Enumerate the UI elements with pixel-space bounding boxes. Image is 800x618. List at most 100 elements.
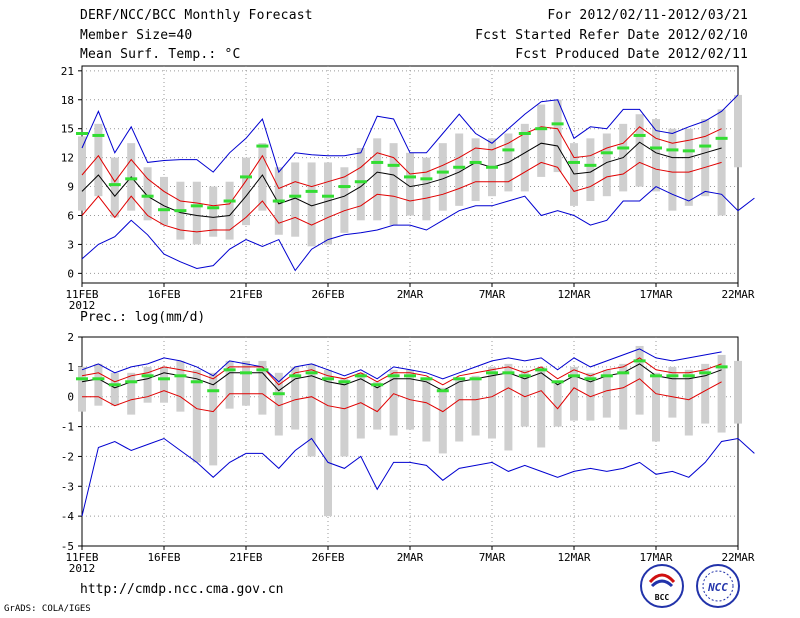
ensemble-min-line — [81, 437, 755, 517]
bcc-logo: BCC — [640, 564, 684, 608]
ensemble-box — [701, 363, 710, 424]
ensemble-box — [209, 186, 218, 237]
ensemble-box — [307, 162, 316, 247]
x-tick-label: 22MAR — [721, 288, 754, 301]
ncc-logo: NCC — [696, 564, 740, 608]
x-tick-label: 7MAR — [479, 288, 506, 301]
ensemble-box — [389, 143, 398, 226]
x-tick-label: 2MAR — [397, 288, 424, 301]
ensemble-box — [291, 366, 300, 430]
ensemble-box — [602, 369, 611, 418]
x-tick-label: 2MAR — [397, 551, 424, 564]
ensemble-max-line — [81, 94, 739, 174]
y-tick-label: 12 — [61, 152, 74, 165]
y-tick-label: 2 — [67, 331, 74, 344]
upper-spread-line — [81, 126, 722, 207]
ensemble-box — [520, 369, 529, 427]
ensemble-box — [94, 123, 103, 197]
logos: BCC NCC — [640, 564, 740, 608]
ensemble-box — [635, 345, 644, 415]
bcc-logo-text: BCC — [655, 593, 670, 602]
lower-spread-line — [82, 378, 722, 413]
y-tick-label: 9 — [67, 181, 74, 194]
precip-panel-title: Prec.: log(mm/d) — [80, 310, 205, 325]
ensemble-box — [652, 372, 660, 442]
x-tick-label: 21FEB — [229, 551, 262, 564]
ensemble-box — [488, 366, 496, 439]
ensemble-box — [520, 123, 529, 192]
ensemble-box — [160, 176, 168, 226]
ensemble-box — [258, 143, 267, 211]
ensemble-box — [242, 157, 250, 226]
y-tick-label: 15 — [61, 123, 74, 136]
ensemble-box — [340, 167, 349, 233]
forecast-period-label: For 2012/02/11-2012/03/21 — [547, 8, 748, 23]
ensemble-box — [192, 181, 201, 245]
y-tick-label: 1 — [67, 361, 74, 374]
ensemble-box — [619, 363, 628, 430]
y-tick-label: -2 — [61, 450, 74, 463]
ensemble-box — [570, 366, 578, 421]
x-tick-label: 11FEB — [65, 551, 98, 564]
ensemble-box — [471, 138, 480, 202]
ensemble-box — [373, 381, 382, 430]
ensemble-box — [324, 369, 332, 517]
ensemble-box — [225, 181, 234, 240]
ensemble-box — [717, 354, 726, 433]
chart-panel-2: 11FEB 16FEB 21FEB 26FEB 2MAR 7MAR 12MAR 17MAR 22… — [61, 310, 755, 575]
year-label: 2012 — [69, 299, 96, 312]
y-tick-label: -3 — [61, 480, 74, 493]
y-tick-label: -5 — [61, 540, 74, 553]
ensemble-box — [422, 157, 431, 221]
ensemble-box — [110, 372, 119, 406]
ensemble-box — [176, 360, 185, 412]
ensemble-box — [373, 138, 382, 221]
grads-credit: GrADS: COLA/IGES — [4, 604, 91, 614]
ensemble-box — [340, 378, 349, 457]
ensemble-box — [406, 152, 414, 216]
x-tick-label: 16FEB — [147, 551, 180, 564]
lower-spread-line — [81, 161, 722, 233]
ensemble-box — [438, 387, 447, 454]
y-tick-label: 3 — [67, 238, 74, 251]
ensemble-box — [225, 360, 234, 409]
ensemble-max-line — [81, 348, 722, 383]
chart-panel-1: 11FEB 16FEB 21FEB 26FEB 2MAR 7MAR 12MAR 17MAR 22… — [61, 65, 755, 312]
ensemble-box — [209, 372, 218, 466]
ensemble-box — [110, 157, 119, 218]
ensemble-box — [684, 128, 693, 206]
y-tick-label: 0 — [67, 391, 74, 404]
ensemble-box — [553, 381, 562, 427]
ensemble-box — [602, 133, 611, 197]
ensemble-box — [356, 372, 365, 439]
y-tick-label: 18 — [61, 94, 74, 107]
ensemble-box — [668, 128, 677, 211]
start-date-label: Fcst Started Refer Date 2012/02/10 — [475, 28, 748, 43]
ncc-logo-text: NCC — [707, 581, 728, 594]
ensemble-min-line — [81, 186, 755, 272]
source-url[interactable]: http://cmdp.ncc.cma.gov.cn — [80, 582, 284, 597]
x-tick-label: 11FEB — [65, 288, 98, 301]
ensemble-box — [143, 167, 152, 221]
upper-spread-line — [81, 357, 722, 386]
ensemble-box — [324, 162, 332, 245]
ensemble-box — [504, 363, 513, 451]
x-tick-label: 17MAR — [639, 551, 672, 564]
ensemble-box — [78, 136, 86, 211]
ensemble-box — [192, 369, 201, 463]
ensemble-box — [701, 119, 710, 197]
ensemble-box — [438, 143, 447, 211]
y-tick-label: 6 — [67, 209, 74, 222]
ensemble-box — [471, 375, 480, 436]
ensemble-box — [668, 366, 677, 418]
ensemble-box — [127, 372, 136, 415]
ensemble-box — [389, 369, 398, 436]
ensemble-box — [652, 119, 660, 192]
ensemble-box — [143, 366, 152, 403]
ensemble-box — [635, 114, 644, 187]
ensemble-box — [274, 372, 283, 436]
x-tick-label: 17MAR — [639, 288, 672, 301]
ensemble-box — [291, 162, 300, 237]
ensemble-box — [94, 363, 103, 406]
